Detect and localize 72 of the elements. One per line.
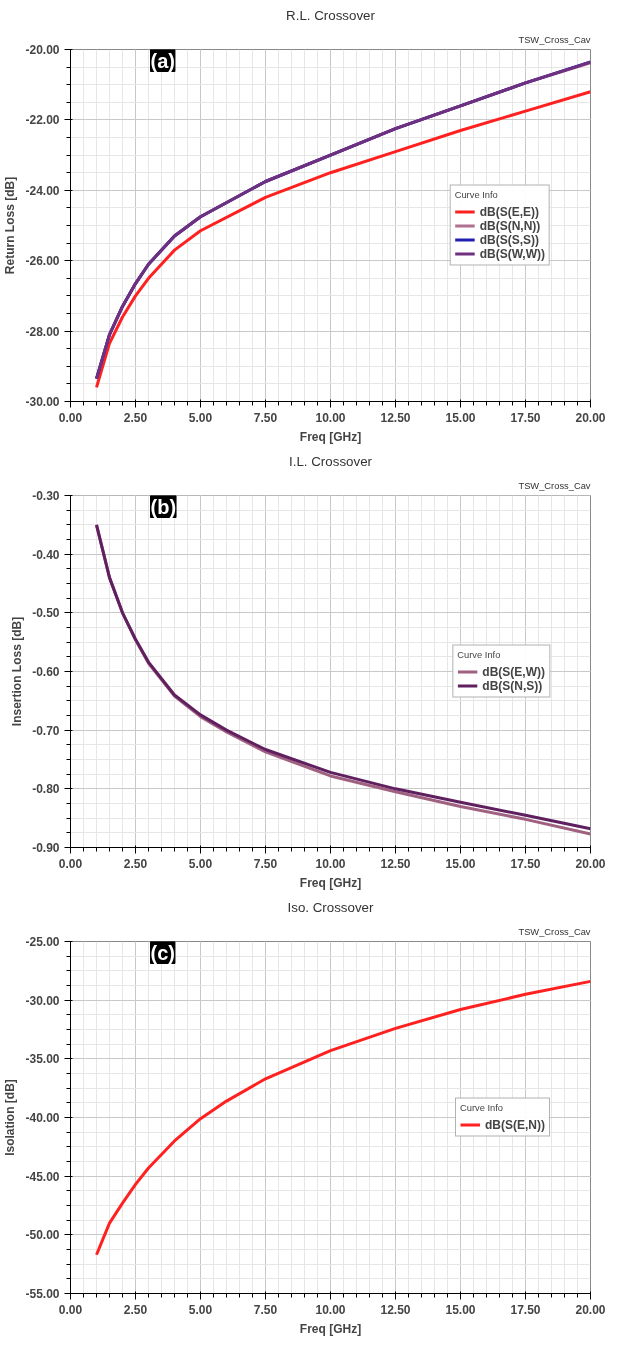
x-tick-label: 7.50 — [253, 410, 278, 425]
y-tick-label: -30.00 — [25, 395, 60, 409]
x-tick-label: 12.50 — [380, 1302, 411, 1317]
x-tick-label: 20.00 — [575, 1302, 606, 1317]
y-tick-label: -26.00 — [25, 254, 60, 269]
x-tick-label: 7.50 — [253, 856, 278, 871]
y-tick-label: -30.00 — [25, 993, 60, 1008]
annotation: (a) — [150, 49, 175, 72]
legend-label: dB(S(N,N)) — [479, 218, 541, 233]
y-tick-label: -35.00 — [25, 1052, 60, 1067]
legend-label: dB(S(S,S)) — [479, 232, 539, 247]
x-tick-label: 5.00 — [188, 1302, 213, 1317]
y-tick-label: -0.80 — [32, 782, 60, 797]
x-axis-title: Freq [GHz] — [299, 1321, 362, 1336]
chart-title: Iso. Crossover — [287, 899, 375, 915]
x-tick-label: 12.50 — [380, 410, 411, 425]
legend-label: dB(S(E,E)) — [479, 204, 540, 219]
x-tick-label: 15.00 — [445, 410, 476, 425]
legend-title: Curve Info — [454, 189, 499, 200]
y-tick-label: -0.40 — [32, 547, 60, 562]
x-axis-title: Freq [GHz] — [299, 429, 362, 444]
y-tick-label: -0.90 — [32, 841, 60, 855]
legend-title: Curve Info — [457, 649, 502, 660]
y-tick-label: -40.00 — [25, 1111, 60, 1125]
annotation: (b) — [150, 495, 177, 518]
x-tick-label: 12.50 — [380, 856, 411, 871]
x-tick-label: 17.50 — [510, 856, 541, 871]
x-tick-label: 2.50 — [123, 1302, 148, 1317]
y-tick-label: -0.30 — [32, 489, 60, 503]
y-tick-label: -28.00 — [25, 324, 60, 339]
x-tick-label: 2.50 — [123, 410, 148, 425]
y-tick-label: -25.00 — [25, 935, 60, 949]
x-tick-label: 5.00 — [188, 410, 213, 425]
x-tick-label: 10.00 — [315, 1302, 346, 1317]
x-tick-label: 17.50 — [510, 410, 541, 425]
legend-title: Curve Info — [460, 1102, 505, 1113]
y-tick-label: -0.50 — [32, 606, 60, 621]
chart-title: I.L. Crossover — [289, 453, 373, 469]
x-tick-label: 15.00 — [445, 856, 476, 871]
annotation: (c) — [150, 941, 175, 964]
y-tick-label: -45.00 — [25, 1169, 60, 1184]
x-tick-label: 0.00 — [58, 856, 83, 871]
y-tick-label: -0.60 — [32, 665, 60, 679]
x-tick-label: 5.00 — [188, 856, 213, 871]
x-tick-label: 7.50 — [253, 1302, 278, 1317]
x-tick-label: 15.00 — [445, 1302, 476, 1317]
x-tick-label: 0.00 — [58, 410, 83, 425]
x-tick-label: 2.50 — [123, 856, 148, 871]
x-tick-label: 0.00 — [58, 1302, 83, 1317]
text: TSW_Cross_Cav — [518, 34, 591, 45]
x-axis-title: Freq [GHz] — [299, 875, 362, 890]
legend-label: dB(S(E,W)) — [482, 664, 545, 679]
y-tick-label: -24.00 — [25, 183, 60, 198]
legend-label: dB(S(W,W)) — [479, 246, 545, 261]
legend-label: dB(S(N,S)) — [482, 678, 543, 693]
y-tick-label: -50.00 — [25, 1228, 60, 1243]
x-tick-label: 10.00 — [315, 856, 346, 871]
x-tick-label: 20.00 — [575, 856, 606, 871]
y-axis-title: Insertion Loss [dB] — [10, 616, 25, 727]
text: TSW_Cross_Cav — [518, 480, 591, 491]
y-tick-label: -22.00 — [25, 113, 60, 128]
x-tick-label: 17.50 — [510, 1302, 541, 1317]
legend-label: dB(S(E,N)) — [485, 1117, 545, 1132]
text: TSW_Cross_Cav — [518, 926, 591, 937]
y-tick-label: -20.00 — [25, 43, 60, 57]
x-tick-label: 20.00 — [575, 410, 606, 425]
y-axis-title: Isolation [dB] — [3, 1079, 18, 1156]
chart-title: R.L. Crossover — [286, 7, 376, 23]
y-tick-label: -0.70 — [32, 723, 60, 738]
y-axis-title: Return Loss [dB] — [3, 176, 18, 275]
x-tick-label: 10.00 — [315, 410, 346, 425]
y-tick-label: -55.00 — [25, 1287, 60, 1301]
